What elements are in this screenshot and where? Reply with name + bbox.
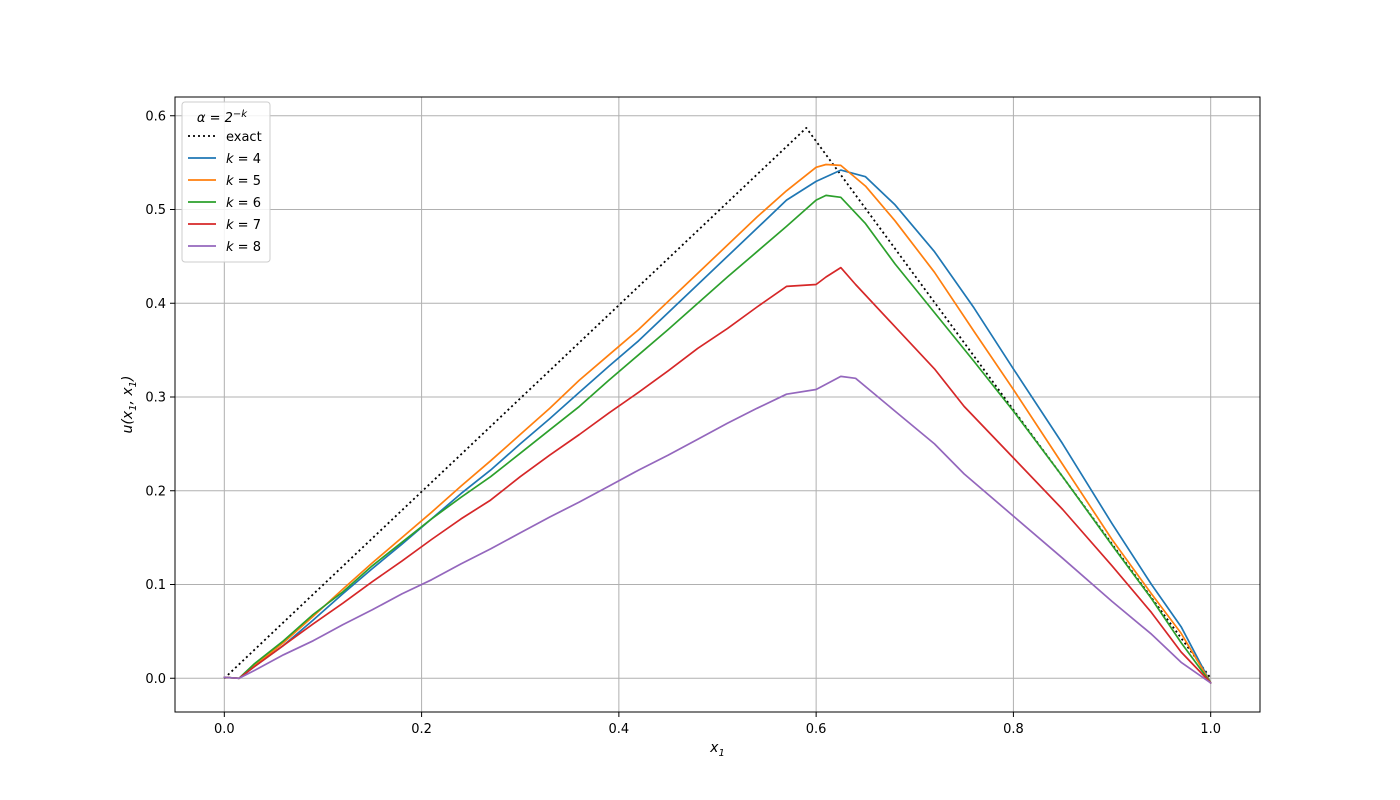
x-tick-label: 0.4 <box>609 722 630 737</box>
legend-box <box>181 101 271 263</box>
series-line-k-4 <box>223 169 1212 684</box>
x-tick-label: 0.0 <box>214 722 235 737</box>
y-tick-label: 0.6 <box>145 109 166 124</box>
x-axis-label: x1 <box>709 740 725 759</box>
x-tick-label: 0.6 <box>806 722 827 737</box>
legend-label: k = 5 <box>226 174 261 189</box>
legend-items: exact k = 4 k = 5 k = 6 k = 7 k = 8 <box>188 130 262 255</box>
y-tick-label: 0.1 <box>145 578 166 593</box>
x-tick-label: 0.8 <box>1003 722 1024 737</box>
x-tick-label: 1.0 <box>1200 722 1221 737</box>
series-line-k-5 <box>223 163 1212 684</box>
y-axis-label: u(x1, x1) <box>120 375 139 433</box>
y-tick-label: 0.3 <box>145 391 166 406</box>
legend-title: α = 2−k <box>197 109 248 126</box>
series-lines <box>223 127 1212 684</box>
grid <box>175 97 1260 712</box>
series-line-k-6 <box>223 194 1212 684</box>
series-line-k-7 <box>223 266 1212 684</box>
y-tick-label: 0.2 <box>145 484 166 499</box>
y-tick-label: 0.4 <box>145 297 166 312</box>
legend-label: k = 7 <box>226 218 261 233</box>
x-tick-label: 0.2 <box>411 722 432 737</box>
series-line-exact <box>223 127 1212 679</box>
legend: α = 2−k exact k = 4 k = 5 k = 6 k = 7 k = 8 <box>181 101 271 263</box>
y-tick-label: 0.5 <box>145 203 166 218</box>
series-line-k-8 <box>223 375 1212 684</box>
y-tick-label: 0.0 <box>145 672 166 687</box>
legend-label: k = 6 <box>226 196 261 211</box>
legend-label: exact <box>226 130 262 145</box>
plot-frame <box>174 96 1261 713</box>
axis-ticks: 0.0 0.2 0.4 0.6 0.8 1.0 0.0 0.1 0.2 0.3 0.4 0.5 0.6 <box>145 109 1221 737</box>
legend-label: k = 8 <box>226 240 261 255</box>
legend-label: k = 4 <box>226 152 261 167</box>
